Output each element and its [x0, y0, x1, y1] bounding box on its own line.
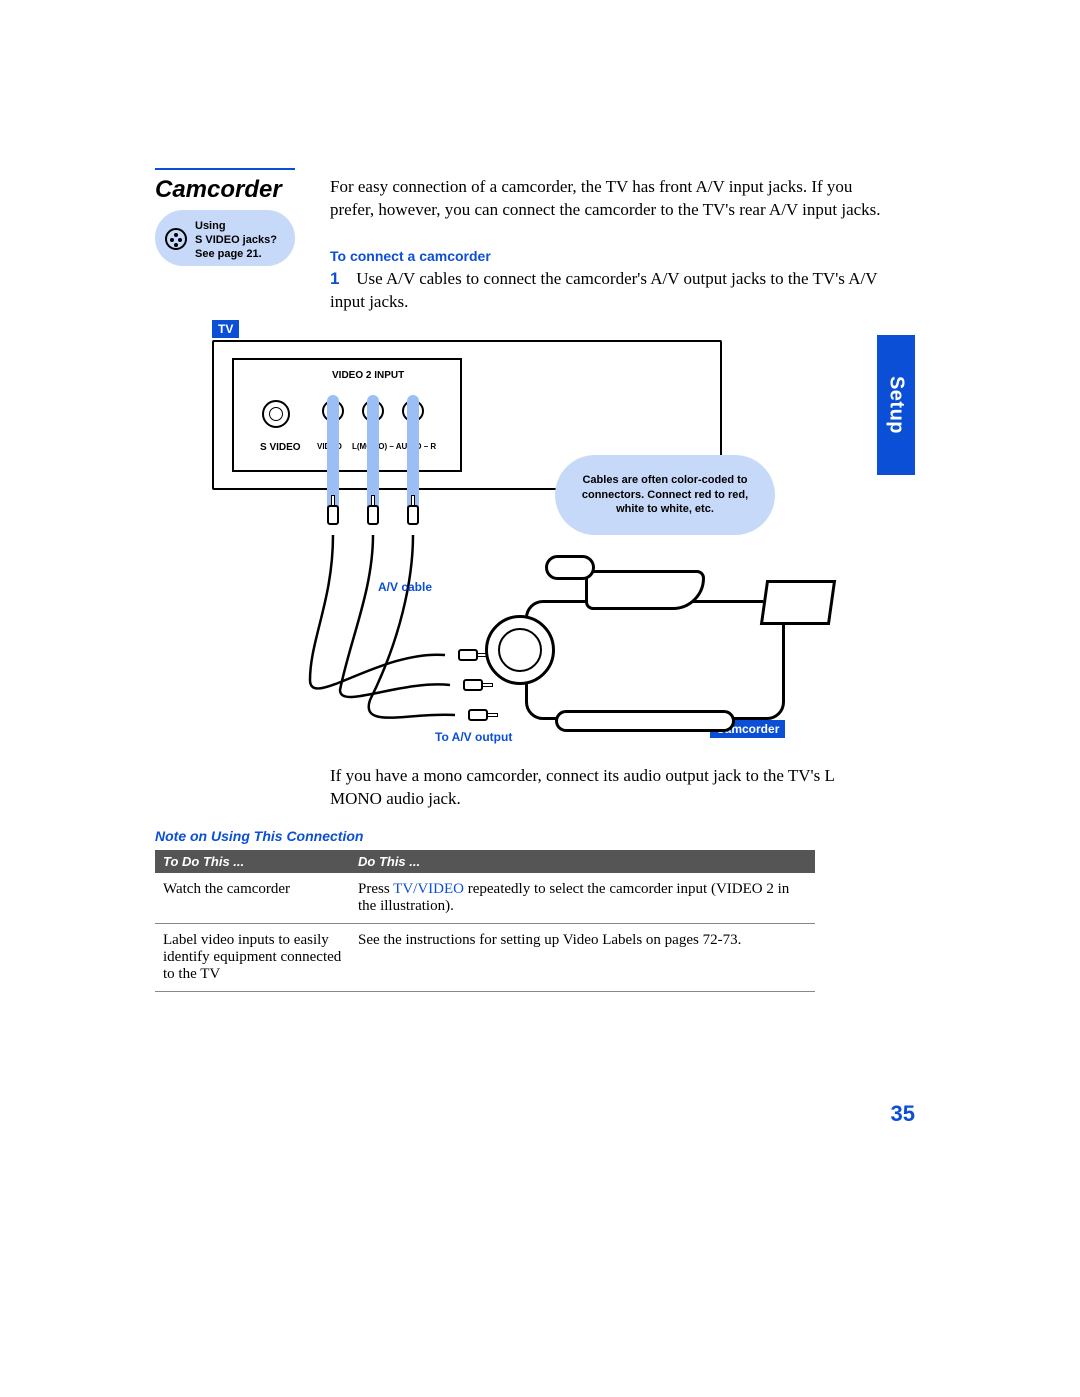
svideo-callout: Using S VIDEO jacks? See page 21. — [155, 210, 295, 266]
chapter-tab-label: Setup — [885, 376, 908, 434]
chapter-tab: Setup — [877, 335, 915, 475]
svideo-jack-icon — [262, 400, 290, 428]
table-cell: Watch the camcorder — [155, 879, 350, 917]
mono-camcorder-note: If you have a mono camcorder, connect it… — [330, 765, 890, 811]
rca-plug-3-tv — [405, 505, 421, 535]
camcorder-diagram — [495, 560, 815, 750]
step-number: 1 — [330, 268, 352, 291]
connection-note-heading: Note on Using This Connection — [155, 828, 363, 844]
svideo-callout-line3: See page 21. — [195, 248, 283, 262]
table-row: Watch the camcorder Press TV/VIDEO repea… — [155, 873, 815, 924]
tv-video-button-ref: TV/VIDEO — [393, 881, 464, 897]
camcorder-grip — [555, 710, 735, 732]
camcorder-lens — [485, 615, 555, 685]
usage-table: To Do This ... Do This ... Watch the cam… — [155, 850, 815, 992]
av-cable-label: A/V cable — [378, 580, 432, 594]
rca-plug-2-tv — [365, 505, 381, 535]
table-cell: Label video inputs to easily identify eq… — [155, 930, 350, 985]
rca-plug-3-cam — [458, 707, 488, 723]
rca-plug-1-cam — [448, 647, 478, 663]
table-header-row: To Do This ... Do This ... — [155, 850, 815, 873]
table-header-2: Do This ... — [350, 850, 815, 873]
section-title: Camcorder — [155, 176, 282, 204]
camcorder-body — [525, 600, 785, 720]
camcorder-top — [585, 570, 705, 610]
table-header-1: To Do This ... — [155, 850, 350, 873]
camcorder-mic — [545, 555, 595, 580]
rca-plug-2-cam — [453, 677, 483, 693]
tv-badge: TV — [212, 320, 239, 338]
page-number: 35 — [891, 1101, 915, 1127]
table-cell: Press TV/VIDEO repeatedly to select the … — [350, 879, 815, 917]
color-code-text: Cables are often color-coded to connecto… — [569, 473, 761, 518]
connect-subheading: To connect a camcorder — [330, 248, 491, 264]
table-row: Label video inputs to easily identify eq… — [155, 924, 815, 992]
color-code-callout: Cables are often color-coded to connecto… — [555, 455, 775, 535]
camcorder-viewfinder — [760, 580, 836, 625]
table-cell: See the instructions for setting up Vide… — [350, 930, 815, 985]
step-1: 1 Use A/V cables to connect the camcorde… — [330, 268, 890, 314]
manual-page: Camcorder Using S VIDEO jacks? See page … — [0, 0, 1080, 1397]
svideo-icon — [165, 228, 187, 250]
video2-input-label: VIDEO 2 INPUT — [332, 370, 404, 381]
svideo-callout-line2: S VIDEO jacks? — [195, 234, 283, 248]
jack-label-audio: L(MONO) – AUDIO – R — [352, 442, 436, 451]
step-text: Use A/V cables to connect the camcorder'… — [330, 269, 877, 311]
svideo-jack-label: S VIDEO — [260, 442, 301, 453]
rca-plug-1-tv — [325, 505, 341, 535]
intro-paragraph: For easy connection of a camcorder, the … — [330, 176, 890, 222]
svideo-callout-line1: Using — [195, 220, 283, 234]
title-rule — [155, 168, 295, 170]
